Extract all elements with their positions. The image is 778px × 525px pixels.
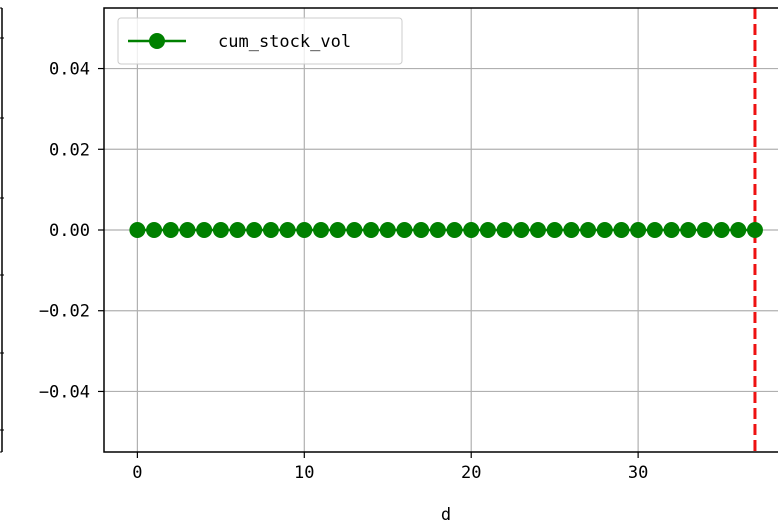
y-tick-label: 0.04 <box>49 60 90 80</box>
data-point <box>546 222 563 238</box>
data-point <box>396 222 413 238</box>
data-point <box>713 222 730 238</box>
data-point <box>663 222 680 238</box>
data-point <box>346 222 363 238</box>
legend: cum_stock_vol <box>117 17 403 65</box>
data-point <box>229 222 246 238</box>
legend-label: cum_stock_vol <box>218 32 351 52</box>
data-point <box>196 222 213 238</box>
y-tick-label: −0.04 <box>39 382 90 402</box>
data-point <box>246 222 263 238</box>
data-point <box>646 222 663 238</box>
data-point <box>730 222 747 238</box>
x-tick-label: 0 <box>132 463 142 483</box>
data-point <box>496 222 513 238</box>
x-tick-label: 10 <box>294 463 314 483</box>
data-point <box>146 222 163 238</box>
y-tick-label: −0.02 <box>39 302 90 322</box>
data-point <box>563 222 580 238</box>
data-point <box>746 222 763 238</box>
y-tick-label: 0.00 <box>49 221 90 241</box>
data-point <box>630 222 647 238</box>
data-point <box>513 222 530 238</box>
data-point <box>262 222 279 238</box>
x-tick-label: 20 <box>461 463 481 483</box>
data-point <box>212 222 229 238</box>
data-point <box>363 222 380 238</box>
data-point <box>179 222 196 238</box>
data-point <box>413 222 430 238</box>
data-point <box>129 222 146 238</box>
data-point <box>329 222 346 238</box>
data-point <box>296 222 313 238</box>
data-point <box>312 222 329 238</box>
series-cum-stock-vol <box>129 222 763 238</box>
data-point <box>479 222 496 238</box>
data-point <box>680 222 697 238</box>
legend-marker-swatch <box>149 33 165 49</box>
x-axis-title: d <box>441 505 451 525</box>
left-panel-fragment <box>0 7 4 453</box>
data-point <box>446 222 463 238</box>
data-point <box>529 222 546 238</box>
x-tick-label: 30 <box>628 463 648 483</box>
data-point <box>463 222 480 238</box>
y-tick-label: 0.02 <box>49 140 90 160</box>
data-point <box>429 222 446 238</box>
axes: 0 10 20 30 0.04 0.02 0.00 −0.02 −0.04 <box>39 60 649 483</box>
data-point <box>279 222 296 238</box>
data-point <box>696 222 713 238</box>
data-point <box>580 222 597 238</box>
data-point <box>613 222 630 238</box>
data-point <box>379 222 396 238</box>
data-point <box>162 222 179 238</box>
legend-box <box>117 17 403 65</box>
data-point <box>596 222 613 238</box>
